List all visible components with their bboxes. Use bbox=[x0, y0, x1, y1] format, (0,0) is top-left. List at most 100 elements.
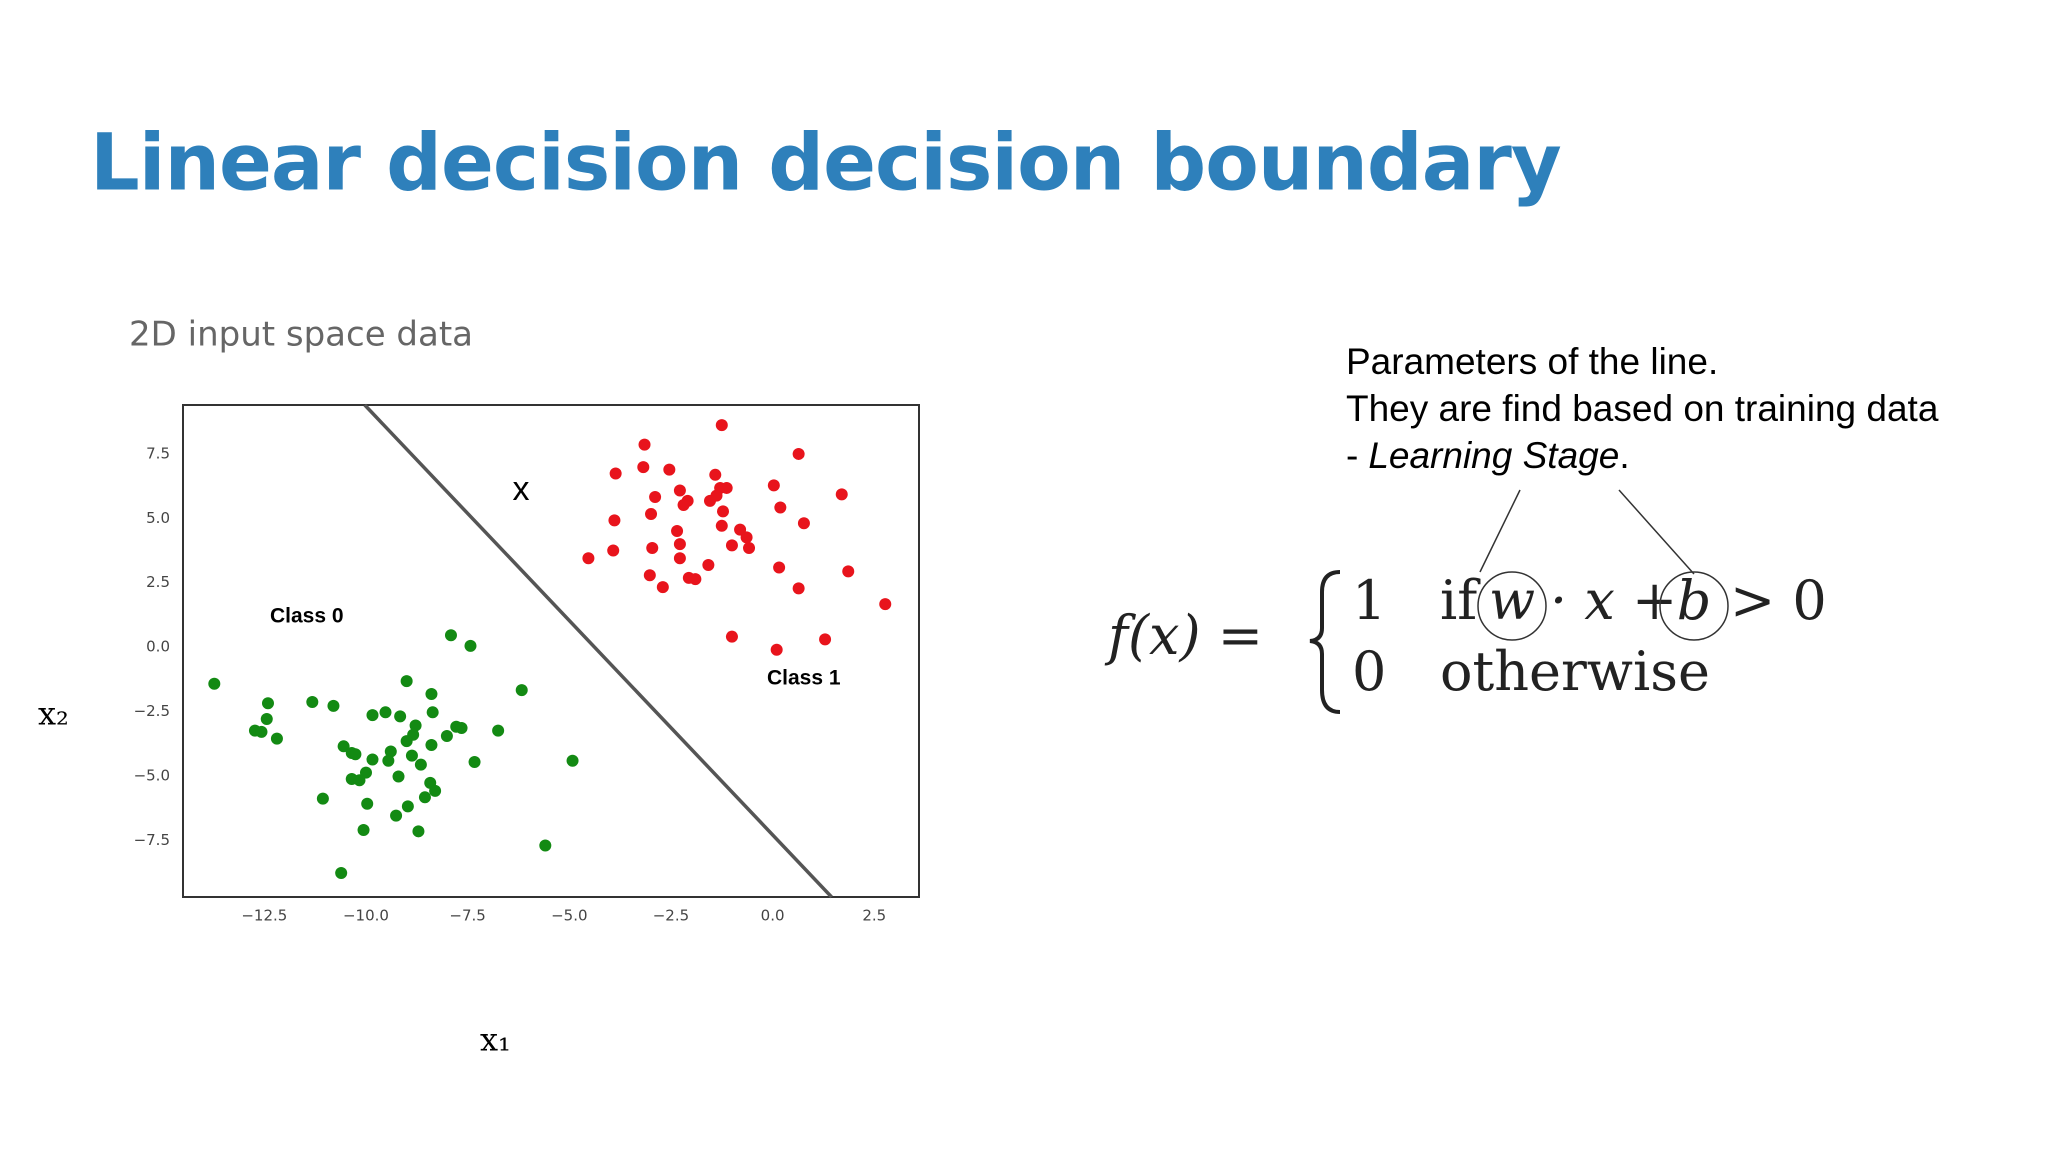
y-axis-label: x₂ bbox=[38, 695, 69, 733]
point bbox=[673, 484, 686, 497]
note-prefix: - bbox=[1346, 435, 1358, 476]
point bbox=[382, 754, 395, 767]
x-tick-label: 0.0 bbox=[761, 907, 785, 925]
point bbox=[770, 643, 783, 656]
point bbox=[767, 479, 780, 492]
plot-frame bbox=[182, 404, 920, 898]
point bbox=[645, 507, 658, 520]
point bbox=[673, 538, 686, 551]
point bbox=[392, 770, 405, 783]
point bbox=[429, 784, 442, 797]
point bbox=[270, 732, 283, 745]
point bbox=[709, 468, 722, 481]
point bbox=[400, 675, 413, 688]
point bbox=[609, 467, 622, 480]
y-tick-label: 0.0 bbox=[146, 638, 170, 656]
point bbox=[539, 839, 552, 852]
point bbox=[792, 582, 805, 595]
x-tick-label: −12.5 bbox=[241, 907, 287, 925]
chart-title: 2D input space data bbox=[129, 315, 473, 355]
point bbox=[379, 706, 392, 719]
point bbox=[646, 541, 659, 554]
point bbox=[879, 598, 892, 611]
x-axis-label: x₁ bbox=[480, 1021, 511, 1059]
point bbox=[582, 552, 595, 565]
point bbox=[349, 748, 362, 761]
point bbox=[335, 867, 348, 880]
point bbox=[656, 581, 669, 594]
point bbox=[725, 630, 738, 643]
x-tick-label: −7.5 bbox=[449, 907, 485, 925]
note-line: - Learning Stage. bbox=[1346, 435, 1630, 476]
y-tick-label: 7.5 bbox=[146, 444, 170, 462]
x-tick-label: 2.5 bbox=[862, 907, 886, 925]
highlight-circle bbox=[1477, 571, 1547, 641]
point bbox=[663, 463, 676, 476]
point bbox=[409, 719, 422, 732]
point bbox=[361, 797, 374, 810]
point bbox=[357, 824, 370, 837]
point bbox=[464, 639, 477, 652]
note-suffix: . bbox=[1619, 435, 1629, 476]
point bbox=[842, 565, 855, 578]
point bbox=[412, 825, 425, 838]
point bbox=[797, 517, 810, 530]
point bbox=[316, 792, 329, 805]
point bbox=[327, 699, 340, 712]
point bbox=[306, 696, 319, 709]
point bbox=[725, 539, 738, 552]
point bbox=[643, 569, 656, 582]
point bbox=[260, 713, 273, 726]
y-tick-label: −5.0 bbox=[134, 766, 170, 784]
point bbox=[455, 722, 468, 735]
annotation: Class 1 bbox=[767, 667, 841, 690]
point bbox=[255, 725, 268, 738]
highlight-circle bbox=[1659, 571, 1729, 641]
point bbox=[208, 677, 221, 690]
point bbox=[720, 481, 733, 494]
point bbox=[337, 740, 350, 753]
point bbox=[394, 710, 407, 723]
point bbox=[740, 531, 753, 544]
point bbox=[773, 561, 786, 574]
point bbox=[425, 739, 438, 752]
point bbox=[444, 629, 457, 642]
point bbox=[425, 688, 438, 701]
case-value: 1 bbox=[1352, 569, 1386, 632]
x-tick-label: −2.5 bbox=[653, 907, 689, 925]
point bbox=[717, 505, 730, 518]
weight: w bbox=[1489, 569, 1535, 632]
point bbox=[743, 541, 756, 554]
point bbox=[366, 753, 379, 766]
point bbox=[492, 724, 505, 737]
point bbox=[405, 749, 418, 762]
point bbox=[702, 558, 715, 571]
y-tick-label: 2.5 bbox=[146, 573, 170, 591]
x-tick-label: −5.0 bbox=[551, 907, 587, 925]
note-line: They are find based on training data bbox=[1346, 388, 1939, 429]
point bbox=[353, 774, 366, 787]
point bbox=[689, 573, 702, 586]
point bbox=[414, 758, 427, 771]
point bbox=[400, 735, 413, 748]
note-emphasis: Learning Stage bbox=[1368, 435, 1619, 476]
point bbox=[390, 809, 403, 822]
y-tick-label: −7.5 bbox=[134, 831, 170, 849]
point bbox=[774, 501, 787, 514]
point bbox=[637, 461, 650, 474]
point bbox=[792, 447, 805, 460]
point bbox=[715, 419, 728, 432]
point bbox=[366, 709, 379, 722]
pointer-line bbox=[1618, 489, 1695, 575]
slide-title: Linear decision decision boundary bbox=[90, 118, 1561, 208]
point bbox=[671, 524, 684, 537]
point bbox=[566, 754, 579, 767]
x-tick-label: −10.0 bbox=[343, 907, 389, 925]
case-value: 0 bbox=[1352, 640, 1386, 703]
formula-middle: · x + bbox=[1550, 569, 1677, 632]
point bbox=[608, 514, 621, 527]
point bbox=[261, 697, 274, 710]
case-if: if bbox=[1440, 569, 1481, 632]
formula-lhs: f(x) = bbox=[1104, 604, 1263, 667]
point bbox=[468, 756, 481, 769]
